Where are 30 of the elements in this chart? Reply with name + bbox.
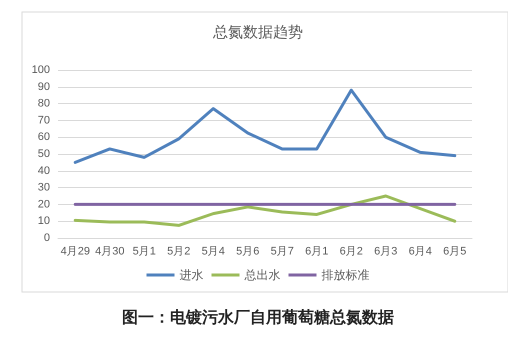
y-tick-label: 30 xyxy=(38,182,50,194)
x-tick-label: 6月3 xyxy=(374,246,398,258)
y-tick-label: 70 xyxy=(38,114,50,126)
x-tick-label: 5月4 xyxy=(202,246,225,258)
y-tick-label: 20 xyxy=(38,198,50,210)
x-tick-label: 6月4 xyxy=(408,246,432,258)
y-tick-label: 40 xyxy=(38,164,50,177)
x-tick-label: 5月2 xyxy=(167,246,190,258)
x-tick-label: 6月1 xyxy=(305,246,328,258)
y-tick-label: 90 xyxy=(38,80,50,93)
x-tick-label: 5月7 xyxy=(270,246,294,258)
y-tick-label: 60 xyxy=(38,131,50,144)
legend-label: 进水 xyxy=(180,268,204,282)
y-tick-label: 50 xyxy=(38,148,50,160)
y-tick-label: 80 xyxy=(38,98,50,110)
y-tick-label: 10 xyxy=(38,215,50,228)
y-tick-label: 100 xyxy=(32,64,50,76)
y-tick-label: 0 xyxy=(44,232,50,244)
line-series xyxy=(74,88,456,164)
legend-label: 总出水 xyxy=(244,268,280,282)
x-tick-label: 4月30 xyxy=(95,246,124,258)
line-series xyxy=(74,194,456,227)
text: 图一：电镀污水厂自用葡萄糖总氮数据 xyxy=(122,308,394,326)
x-tick-label: 5月6 xyxy=(236,246,260,258)
x-tick-label: 5月1 xyxy=(132,246,156,258)
legend-label: 排放标准 xyxy=(322,268,370,282)
chart-title: 总氮数据趋势 xyxy=(212,24,303,41)
x-tick-label: 4月29 xyxy=(60,246,90,258)
x-tick-label: 6月2 xyxy=(340,246,363,258)
x-tick-label: 6月5 xyxy=(443,246,466,258)
